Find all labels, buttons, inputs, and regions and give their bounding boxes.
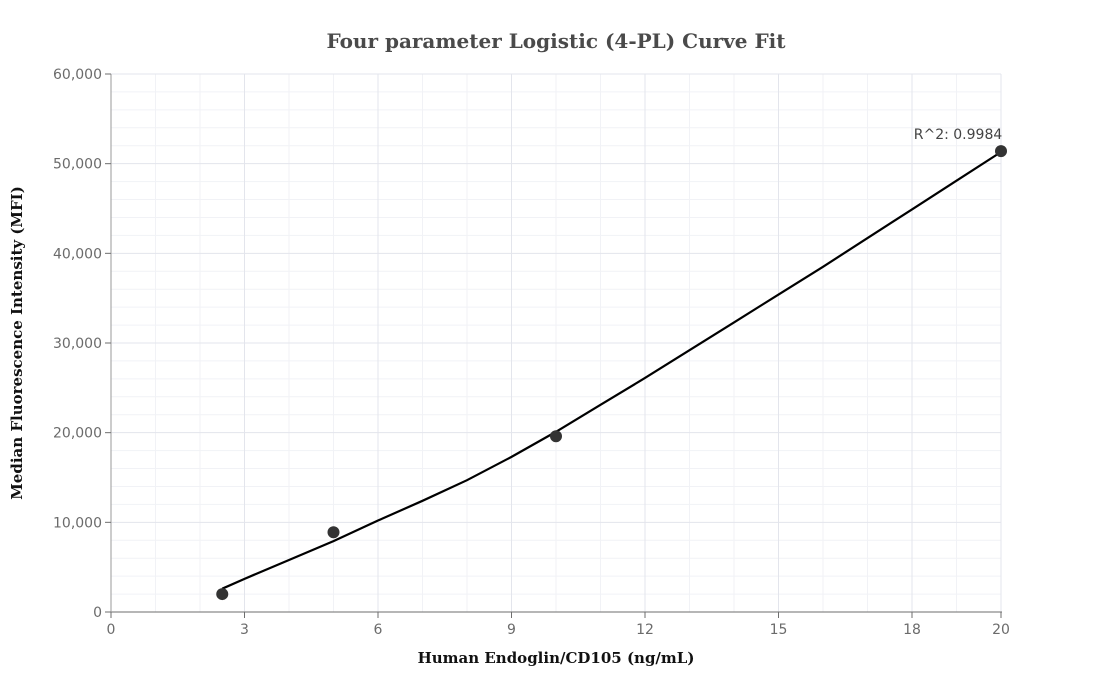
- data-point: [327, 526, 340, 539]
- data-points: [216, 145, 1007, 601]
- x-tick-label: 15: [770, 622, 788, 638]
- x-tick-label: 18: [903, 622, 921, 638]
- major-grid: [111, 73, 1002, 612]
- y-tick-label: 60,000: [53, 67, 102, 83]
- y-tick-label: 40,000: [53, 246, 102, 262]
- x-tick-label: 6: [374, 622, 383, 638]
- y-tick-label: 30,000: [53, 336, 102, 352]
- x-axis-label: Human Endoglin/CD105 (ng/mL): [418, 649, 695, 667]
- y-tick-label: 0: [93, 605, 102, 621]
- y-tick-label: 20,000: [53, 426, 102, 442]
- fit-curve-line: [221, 151, 1002, 590]
- data-point: [995, 145, 1007, 158]
- data-point: [550, 430, 562, 443]
- y-axis-ticks: 0 10,000 20,000 30,000 40,000 50,000 60,000: [53, 67, 111, 621]
- data-point: [216, 588, 229, 601]
- x-tick-label: 9: [507, 622, 516, 638]
- y-axis-label: Median Fluorescence Intensity (MFI): [8, 186, 26, 500]
- x-tick-label: 12: [636, 622, 654, 638]
- x-axis-ticks: 0 3 6 9 12 15 18 20: [107, 612, 1010, 638]
- y-tick-label: 10,000: [53, 515, 102, 531]
- x-tick-label: 20: [992, 622, 1010, 638]
- r-squared-annotation: R^2: 0.9984: [914, 127, 1003, 143]
- x-tick-label: 0: [107, 622, 116, 638]
- x-tick-label: 3: [240, 622, 249, 638]
- y-tick-label: 50,000: [53, 157, 102, 173]
- annotations: R^2: 0.9984: [914, 127, 1003, 143]
- chart-title: Four parameter Logistic (4-PL) Curve Fit: [326, 29, 786, 53]
